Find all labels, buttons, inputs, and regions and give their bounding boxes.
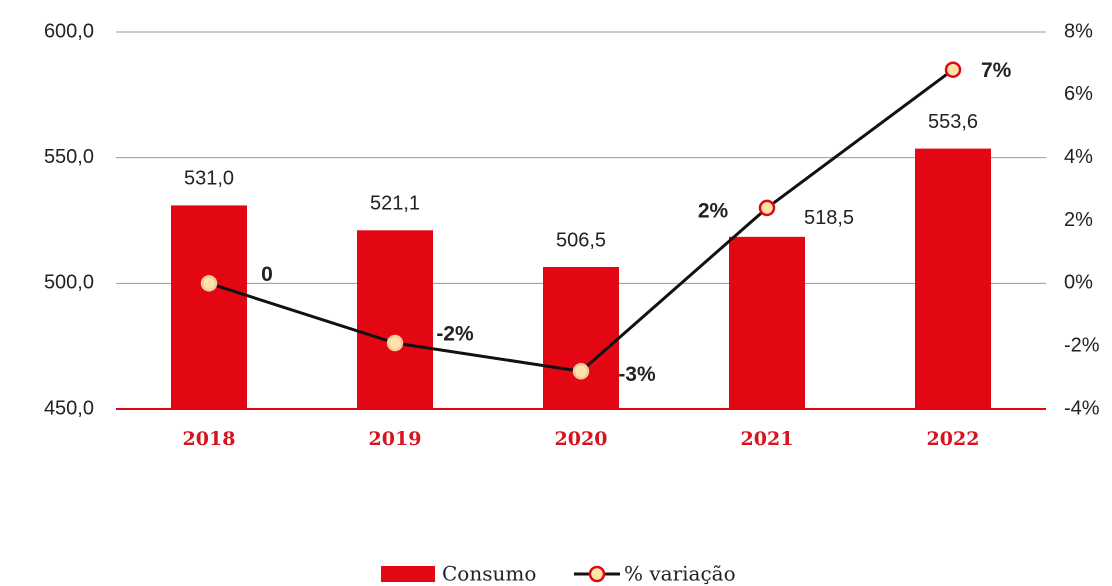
bar-value-label: 521,1 [370, 193, 420, 215]
y2-tick-label: 0% [1064, 272, 1093, 294]
x-tick-label: 2021 [741, 428, 794, 450]
legend-label: Consumo [442, 562, 536, 586]
x-tick-label: 2018 [183, 428, 236, 450]
y2-tick-label: 6% [1064, 83, 1093, 105]
bar-value-label: 531,0 [184, 168, 234, 190]
y-tick-label: 450,0 [44, 397, 94, 419]
line-marker [200, 275, 218, 292]
y2-tick-label: -2% [1064, 334, 1100, 356]
x-tick-label: 2019 [369, 428, 422, 450]
y-tick-label: 550,0 [44, 146, 94, 168]
line-value-label: 0 [261, 263, 273, 286]
y2-tick-label: 8% [1064, 20, 1093, 42]
bar-value-label: 506,5 [556, 229, 606, 251]
line-marker [944, 61, 962, 78]
y-tick-label: 500,0 [44, 272, 94, 294]
bar [171, 205, 247, 409]
line-marker [758, 199, 776, 217]
bar [729, 236, 805, 409]
bar [915, 148, 991, 410]
bar-value-label: 518,5 [804, 207, 854, 229]
line-value-label: 2% [698, 199, 729, 222]
x-tick-label: 2022 [927, 428, 980, 450]
legend-marker [588, 565, 606, 583]
legend-swatch [381, 566, 435, 582]
y2-tick-label: 4% [1064, 146, 1093, 168]
bar [357, 230, 433, 409]
y2-tick-label: 2% [1064, 209, 1093, 231]
line-value-label: -3% [618, 363, 656, 386]
y2-tick-label: -4% [1064, 397, 1100, 419]
x-tick-label: 2020 [555, 428, 608, 450]
line-marker [572, 363, 590, 380]
legend-label: % variação [624, 562, 736, 586]
y-tick-label: 600,0 [44, 20, 94, 42]
line-marker [386, 334, 404, 352]
line-value-label: -2% [436, 323, 474, 346]
bar-value-label: 553,6 [928, 111, 978, 133]
line-value-label: 7% [981, 59, 1012, 82]
bar [543, 266, 619, 409]
